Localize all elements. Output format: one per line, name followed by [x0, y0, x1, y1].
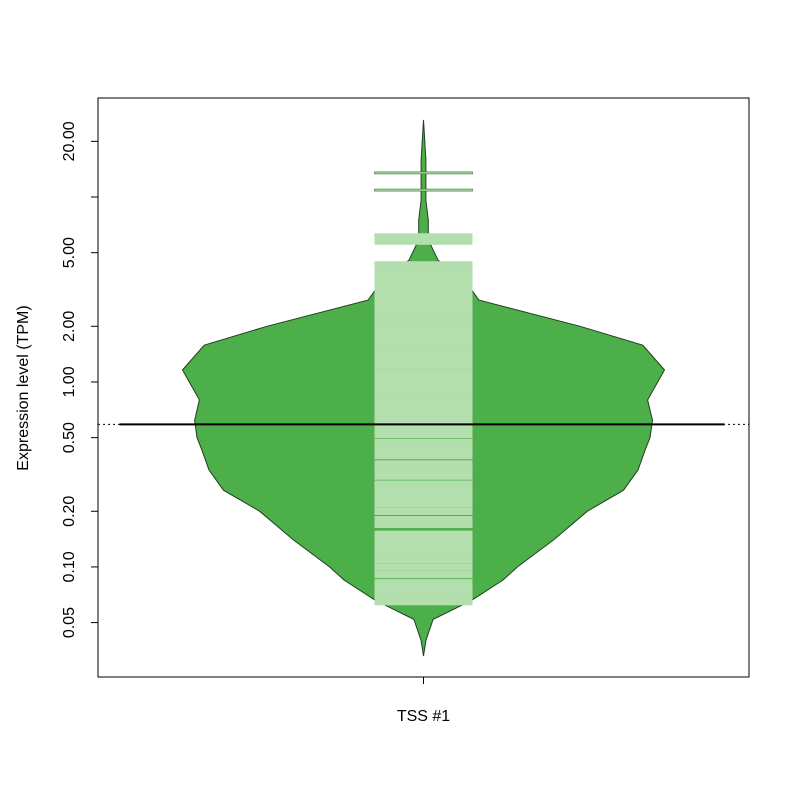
- y-tick-label: 1.00: [61, 366, 78, 397]
- bean-line: [374, 486, 473, 494]
- bean-line: [374, 403, 473, 411]
- bean-line: [374, 597, 473, 606]
- y-axis-label: Expression level (TPM): [15, 305, 32, 470]
- bean-line: [374, 305, 473, 313]
- bean-line: [374, 548, 473, 557]
- bean-line: [374, 530, 473, 539]
- bean-line: [374, 382, 473, 390]
- bean-line: [374, 507, 473, 515]
- bean-line: [374, 340, 473, 348]
- bean-line: [374, 312, 473, 320]
- bean-line: [374, 233, 473, 241]
- bean-line: [374, 347, 473, 355]
- bean-line: [374, 480, 473, 488]
- bean-line: [374, 389, 473, 397]
- bean-line: [374, 375, 473, 383]
- bean-line: [374, 276, 473, 284]
- bean-line: [374, 460, 473, 468]
- bean-line: [374, 416, 473, 425]
- bean-line: [374, 271, 473, 279]
- y-tick-label: 20.00: [61, 121, 78, 161]
- bean-line: [374, 286, 473, 294]
- x-tick-label: TSS #1: [397, 708, 450, 725]
- bean-line: [374, 171, 473, 175]
- bean-line: [374, 368, 473, 376]
- bean-line: [374, 499, 473, 508]
- bean-line: [374, 424, 473, 433]
- bean-line: [374, 266, 473, 274]
- bean-line: [374, 536, 473, 544]
- bean-line: [374, 542, 473, 550]
- bean-line: [374, 396, 473, 404]
- bean-line: [374, 438, 473, 447]
- y-tick-label: 0.20: [61, 496, 78, 527]
- bean-line: [374, 319, 473, 327]
- bean-line: [374, 579, 473, 587]
- bean-line: [374, 326, 473, 334]
- bean-line: [374, 586, 473, 594]
- bean-line: [374, 570, 473, 579]
- bean-line: [374, 360, 473, 369]
- y-tick-label: 0.05: [61, 607, 78, 638]
- bean-line: [374, 430, 473, 439]
- y-tick-label: 2.00: [61, 311, 78, 342]
- bean-line: [374, 563, 473, 571]
- bean-line: [374, 410, 473, 418]
- bean-line: [374, 555, 473, 564]
- y-tick-label: 0.10: [61, 551, 78, 582]
- bean-line: [374, 298, 473, 306]
- y-tick-label: 0.50: [61, 422, 78, 453]
- bean-line: [374, 451, 473, 460]
- bean-line: [374, 333, 473, 341]
- bean-line: [374, 281, 473, 289]
- bean-line: [374, 354, 473, 362]
- bean-line: [374, 492, 473, 501]
- bean-line: [374, 472, 473, 480]
- bean-line: [374, 446, 473, 454]
- bean-line: [374, 467, 473, 475]
- bean-line: [374, 515, 473, 524]
- bean-line: [374, 291, 473, 299]
- bean-line: [374, 188, 473, 192]
- y-tick-label: 5.00: [61, 237, 78, 268]
- bean-line: [374, 237, 473, 245]
- bean-line: [374, 520, 473, 529]
- bean-line: [374, 591, 473, 600]
- bean-line: [374, 261, 473, 269]
